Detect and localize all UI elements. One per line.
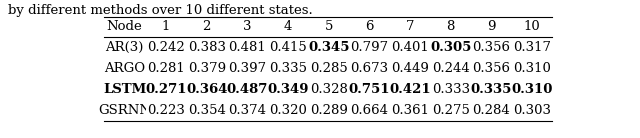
Text: by different methods over 10 different states.: by different methods over 10 different s… [8,4,313,17]
